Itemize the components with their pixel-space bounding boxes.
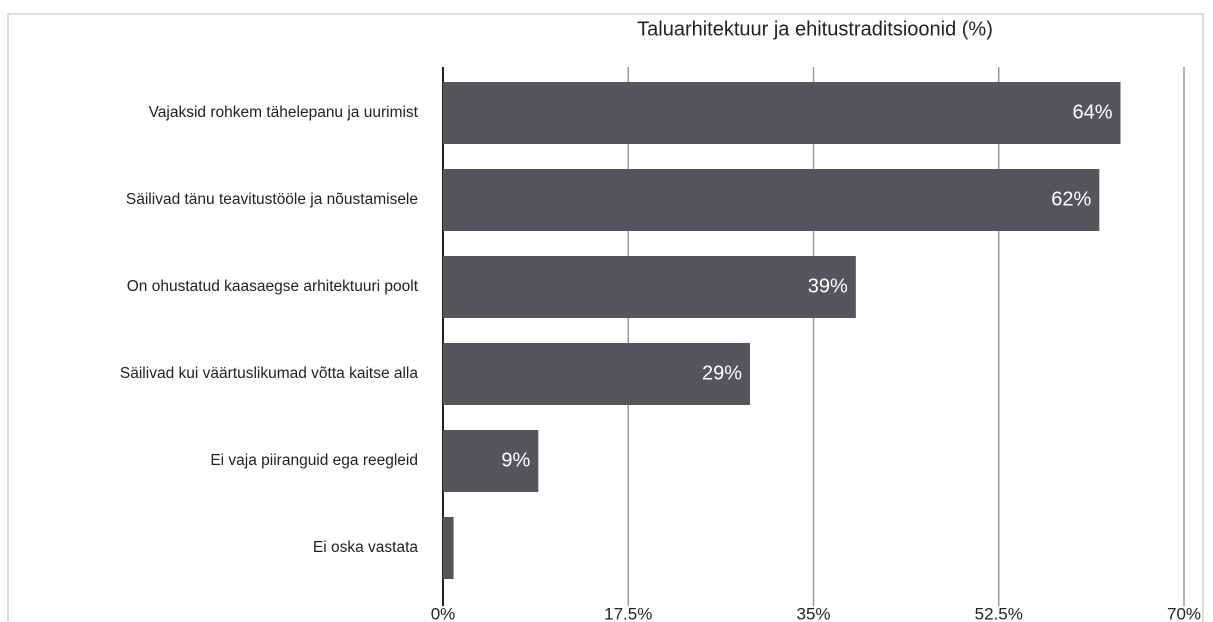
bar xyxy=(443,517,454,579)
y-tick-label: On ohustatud kaasaegse arhitektuuri pool… xyxy=(127,278,419,295)
y-tick-label: Vajaksid rohkem tähelepanu ja uurimist xyxy=(149,104,419,121)
value-label: 1% xyxy=(456,536,485,558)
x-tick-label: 17.5% xyxy=(604,604,652,622)
frame xyxy=(7,13,1204,622)
bar xyxy=(443,430,539,492)
y-tick-label: Säilivad kui väärtuslikumad võtta kaitse… xyxy=(120,365,418,382)
value-label: 29% xyxy=(702,362,742,384)
bar xyxy=(443,343,750,405)
value-label: 9% xyxy=(501,449,530,471)
y-tick-label: Ei oska vastata xyxy=(313,539,418,556)
bar xyxy=(443,169,1100,231)
bar xyxy=(443,256,856,318)
x-tick-label: 52.5% xyxy=(975,604,1023,622)
value-label: 64% xyxy=(1072,101,1112,123)
value-label: 62% xyxy=(1051,188,1091,210)
y-tick-label: Säilivad tänu teavitustööle ja nõustamis… xyxy=(126,191,418,208)
chart-title: Taluarhitektuur ja ehitustraditsioonid (… xyxy=(637,18,993,40)
bar xyxy=(443,82,1121,144)
x-tick-label: 35% xyxy=(796,604,830,622)
value-label: 39% xyxy=(808,275,848,297)
x-tick-label: 0% xyxy=(431,604,456,622)
y-tick-label: Ei vaja piiranguid ega reegleid xyxy=(210,452,418,469)
x-tick-label: 70% xyxy=(1167,604,1201,622)
